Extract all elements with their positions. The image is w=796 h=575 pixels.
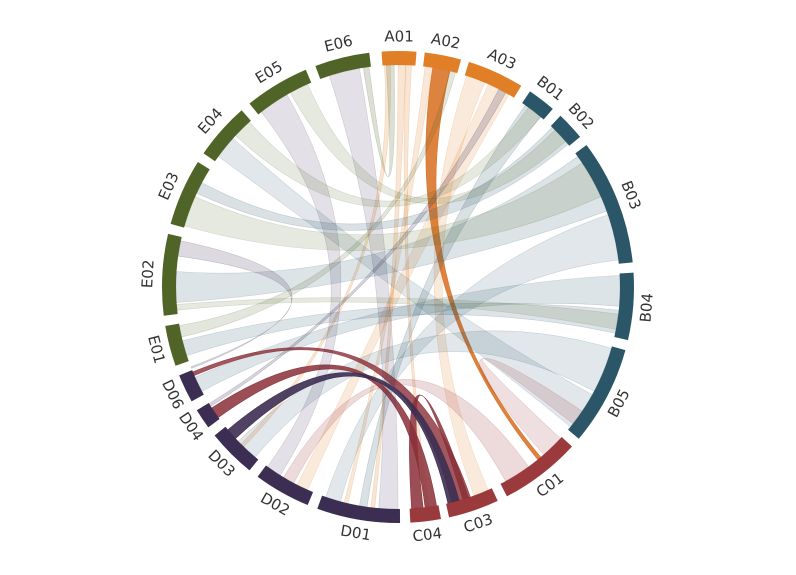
group-label-c04: C04 <box>412 524 443 545</box>
ribbon-b02-e03 <box>196 126 569 231</box>
ribbon-e04-b01 <box>235 106 542 208</box>
group-arc-d02[interactable] <box>257 465 314 506</box>
group-label-e03: E03 <box>155 169 183 202</box>
ribbon-a01-d01 <box>370 64 407 509</box>
group-arc-a01[interactable] <box>381 50 417 66</box>
group-arc-e04[interactable] <box>203 110 251 162</box>
group-label-a01: A01 <box>384 27 413 45</box>
group-arc-a03[interactable] <box>464 61 522 98</box>
group-arc-d06[interactable] <box>179 370 204 402</box>
ribbon-a02-c01 <box>425 67 542 460</box>
ribbon-b05-e04 <box>217 138 593 428</box>
group-arc-b03[interactable] <box>575 144 633 264</box>
ribbon-b04-d06 <box>194 275 621 392</box>
ribbon-d03-c03 <box>227 372 460 504</box>
group-arc-c01[interactable] <box>500 436 572 497</box>
ribbon-d04-a03 <box>208 88 507 407</box>
ribbon-a01-d03 <box>240 64 391 448</box>
group-label-e02: E02 <box>138 259 157 288</box>
group-arc-c04[interactable] <box>409 505 442 523</box>
group-arc-b02[interactable] <box>550 115 581 146</box>
group-label-a03: A03 <box>485 45 519 74</box>
ribbon-b03-e02 <box>175 156 607 303</box>
ribbon-e01-a02 <box>179 70 456 338</box>
group-label-e06: E06 <box>322 32 354 56</box>
group-arc-b05[interactable] <box>568 346 626 439</box>
group-arc-e05[interactable] <box>249 69 312 115</box>
group-label-b03: B03 <box>617 178 645 212</box>
group-arc-b01[interactable] <box>522 91 553 120</box>
group-arc-e06[interactable] <box>315 52 371 80</box>
group-arc-c03[interactable] <box>446 488 498 518</box>
group-arc-b04[interactable] <box>614 272 635 341</box>
group-label-e01: E01 <box>144 333 169 365</box>
group-label-a02: A02 <box>430 29 462 52</box>
group-arc-layer <box>162 50 635 523</box>
group-arc-d03[interactable] <box>214 426 259 471</box>
group-arc-e02[interactable] <box>162 233 182 316</box>
ribbon-b04-e01 <box>182 302 620 356</box>
ribbon-b05-d03 <box>237 330 612 458</box>
group-label-c03: C03 <box>461 510 495 537</box>
ribbon-c01-d02 <box>283 379 529 484</box>
group-arc-d04[interactable] <box>196 402 220 428</box>
group-arc-e01[interactable] <box>165 323 189 366</box>
group-label-b04: B04 <box>636 292 656 323</box>
group-label-d01: D01 <box>339 521 372 544</box>
group-arc-a02[interactable] <box>423 52 462 74</box>
group-arc-d01[interactable] <box>317 495 401 523</box>
group-arc-e03[interactable] <box>170 161 210 228</box>
ribbon-layer <box>175 64 621 510</box>
ribbon-d01-e06 <box>329 68 399 510</box>
